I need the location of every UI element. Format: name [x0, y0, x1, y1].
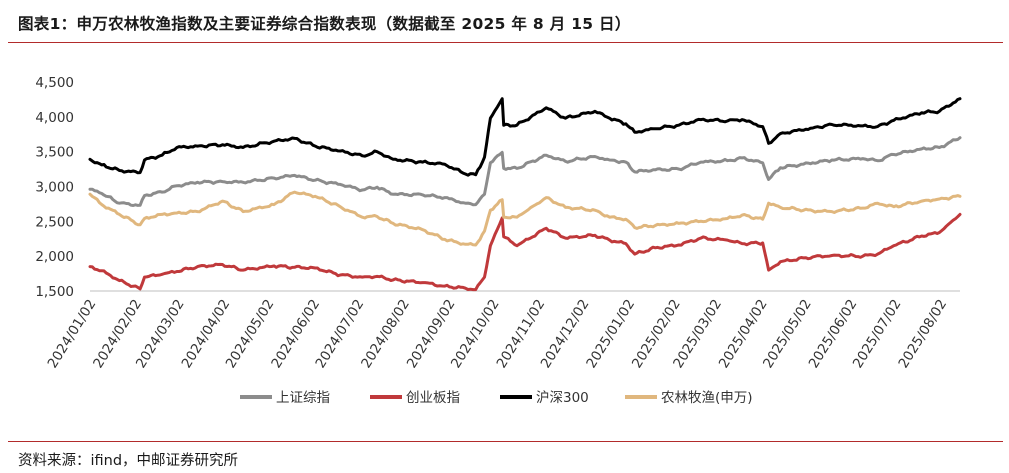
series-line	[88, 190, 962, 247]
legend-label: 沪深300	[536, 390, 589, 406]
y-tick-label: 4,500	[35, 75, 74, 91]
legend-label: 创业板指	[406, 390, 460, 406]
y-tick-label: 3,000	[35, 180, 74, 196]
line-chart: 1,500 2,000 2,500 3,000 3,500 4,000 4,500 2024…	[35, 75, 962, 406]
x-axis: 2024/01/022024/02/022024/03/022024/04/02…	[45, 290, 960, 371]
x-tick-label: 2025/08/02	[895, 297, 950, 371]
y-tick-label: 2,000	[35, 249, 74, 265]
title-rule	[8, 42, 1003, 43]
y-tick-label: 1,500	[35, 284, 74, 300]
series-layer	[88, 97, 962, 292]
series-line	[88, 212, 962, 292]
legend-label: 上证综指	[276, 390, 330, 406]
legend: 上证综指 创业板指 沪深300 农林牧渔(申万)	[240, 390, 753, 406]
source-note: 资料来源：ifind，中邮证券研究所	[18, 453, 239, 469]
figure-title: 图表1：申万农林牧渔指数及主要证券综合指数表现（数据截至 2025 年 8 月 …	[18, 15, 631, 33]
y-tick-label: 4,000	[35, 110, 74, 126]
legend-label: 农林牧渔(申万)	[661, 390, 753, 406]
y-tick-label: 2,500	[35, 214, 74, 230]
y-axis: 1,500 2,000 2,500 3,000 3,500 4,000 4,500	[35, 75, 74, 300]
y-tick-label: 3,500	[35, 145, 74, 161]
source-rule	[8, 441, 1003, 442]
series-line	[88, 97, 962, 177]
series-line	[88, 136, 962, 207]
